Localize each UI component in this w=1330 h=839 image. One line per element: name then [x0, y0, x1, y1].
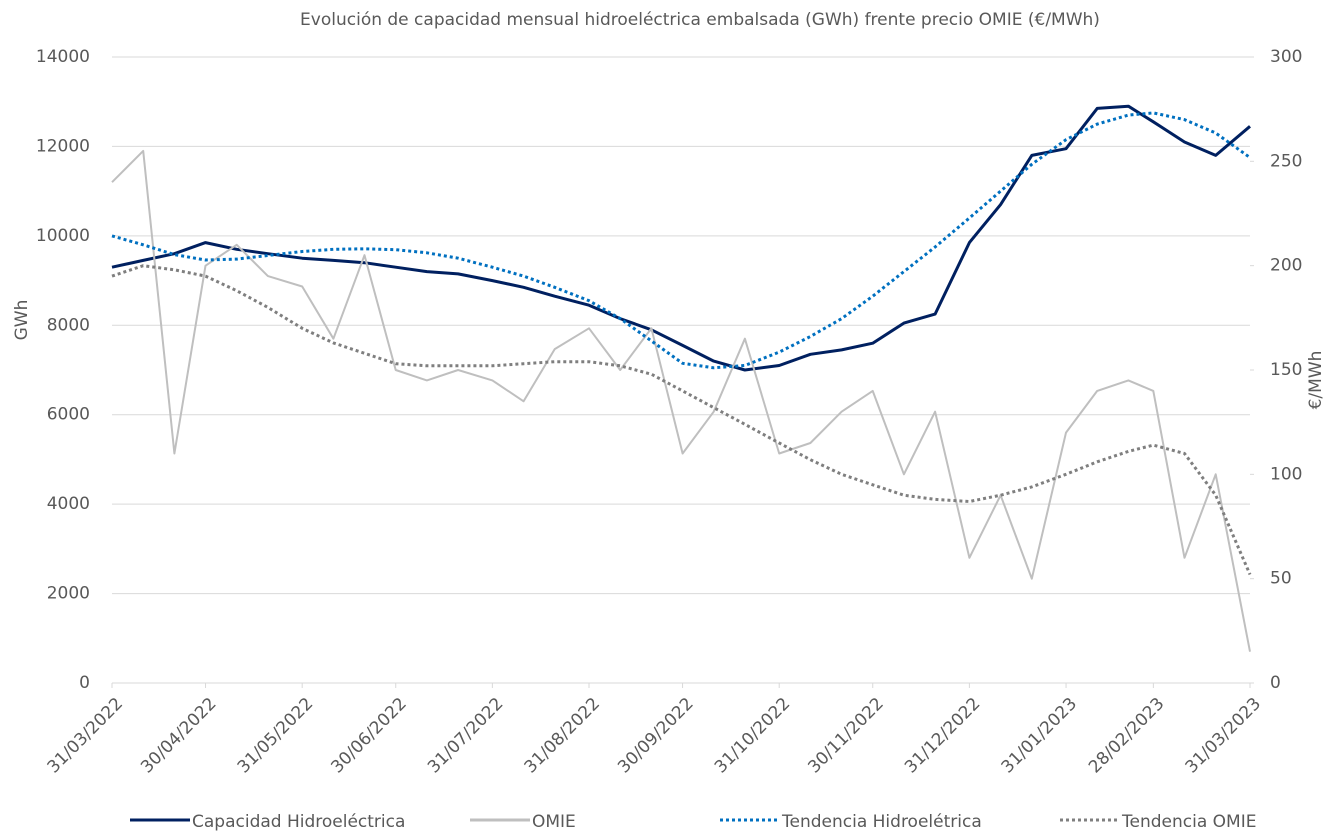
legend-label: OMIE	[532, 812, 576, 832]
y2-tick-label: 100	[1270, 464, 1302, 484]
x-tick-label: 31/01/2023	[998, 694, 1081, 777]
legend-item: Capacidad Hidroeléctrica	[130, 812, 405, 832]
chart-title: Evolución de capacidad mensual hidroeléc…	[300, 10, 1100, 30]
legend-item: Tendencia Hidroelétrica	[720, 812, 982, 832]
legend-item: Tendencia OMIE	[1060, 812, 1256, 832]
x-tick-label: 31/03/2023	[1182, 694, 1265, 777]
y-tick-label: 0	[79, 673, 90, 693]
series-line	[111, 149, 1251, 652]
series-line	[111, 104, 1251, 372]
y-tick-label: 2000	[47, 584, 90, 604]
legend-item: OMIE	[470, 812, 576, 832]
y-tick-label: 14000	[36, 47, 90, 67]
y2-tick-label: 250	[1270, 151, 1302, 171]
legend-label: Tendencia OMIE	[1121, 812, 1256, 832]
y-tick-label: 8000	[47, 315, 90, 335]
y2-tick-label: 0	[1270, 673, 1281, 693]
y2-tick-label: 300	[1270, 47, 1302, 67]
y2-tick-label: 200	[1270, 256, 1302, 276]
y2-tick-label: 50	[1270, 569, 1292, 589]
legend-label: Capacidad Hidroeléctrica	[192, 812, 405, 832]
y-tick-label: 10000	[36, 226, 90, 246]
x-tick-label: 30/04/2022	[137, 694, 220, 777]
y2-tick-label: 150	[1270, 360, 1302, 380]
x-tick-label: 31/10/2022	[711, 694, 794, 777]
x-tick-label: 28/02/2023	[1085, 694, 1168, 777]
x-tick-label: 31/08/2022	[521, 694, 604, 777]
x-tick-label: 31/12/2022	[901, 694, 984, 777]
y-tick-label: 4000	[47, 494, 90, 514]
y2-axis-label: €/MWh	[1306, 351, 1326, 410]
x-tick-label: 30/09/2022	[614, 694, 697, 777]
series-line	[111, 111, 1251, 370]
x-tick-label: 31/03/2022	[44, 694, 127, 777]
legend-label: Tendencia Hidroelétrica	[781, 812, 982, 832]
y-tick-label: 6000	[47, 405, 90, 425]
series-line	[111, 264, 1252, 576]
y-axis-label: GWh	[12, 300, 32, 341]
y-tick-label: 12000	[36, 136, 90, 156]
x-tick-label: 31/07/2022	[424, 694, 507, 777]
x-tick-label: 30/11/2022	[804, 694, 887, 777]
x-tick-label: 30/06/2022	[327, 694, 410, 777]
x-tick-label: 31/05/2022	[234, 694, 317, 777]
